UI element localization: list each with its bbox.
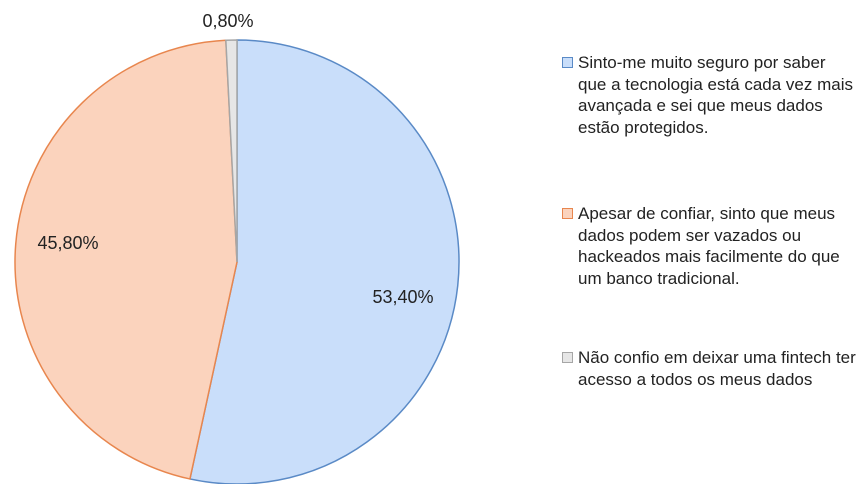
legend-entry: Apesar de confiar, sinto que meus dados … <box>562 203 858 289</box>
legend-label: Sinto-me muito seguro por saber que a te… <box>578 53 854 137</box>
pie-slice <box>189 39 460 484</box>
legend-swatch <box>562 208 573 219</box>
legend-swatch <box>562 352 573 363</box>
legend-swatch <box>562 57 573 68</box>
pie-slice <box>225 39 238 263</box>
data-label: 53,40% <box>372 287 433 307</box>
data-label: 45,80% <box>37 233 98 253</box>
legend-label: Não confio em deixar uma fintech ter ace… <box>578 348 856 389</box>
legend-entry: Sinto-me muito seguro por saber que a te… <box>562 52 858 138</box>
pie-slice <box>14 39 238 480</box>
legend-label: Apesar de confiar, sinto que meus dados … <box>578 204 840 288</box>
legend-entry: Não confio em deixar uma fintech ter ace… <box>562 347 858 390</box>
data-label: 0,80% <box>202 11 253 31</box>
